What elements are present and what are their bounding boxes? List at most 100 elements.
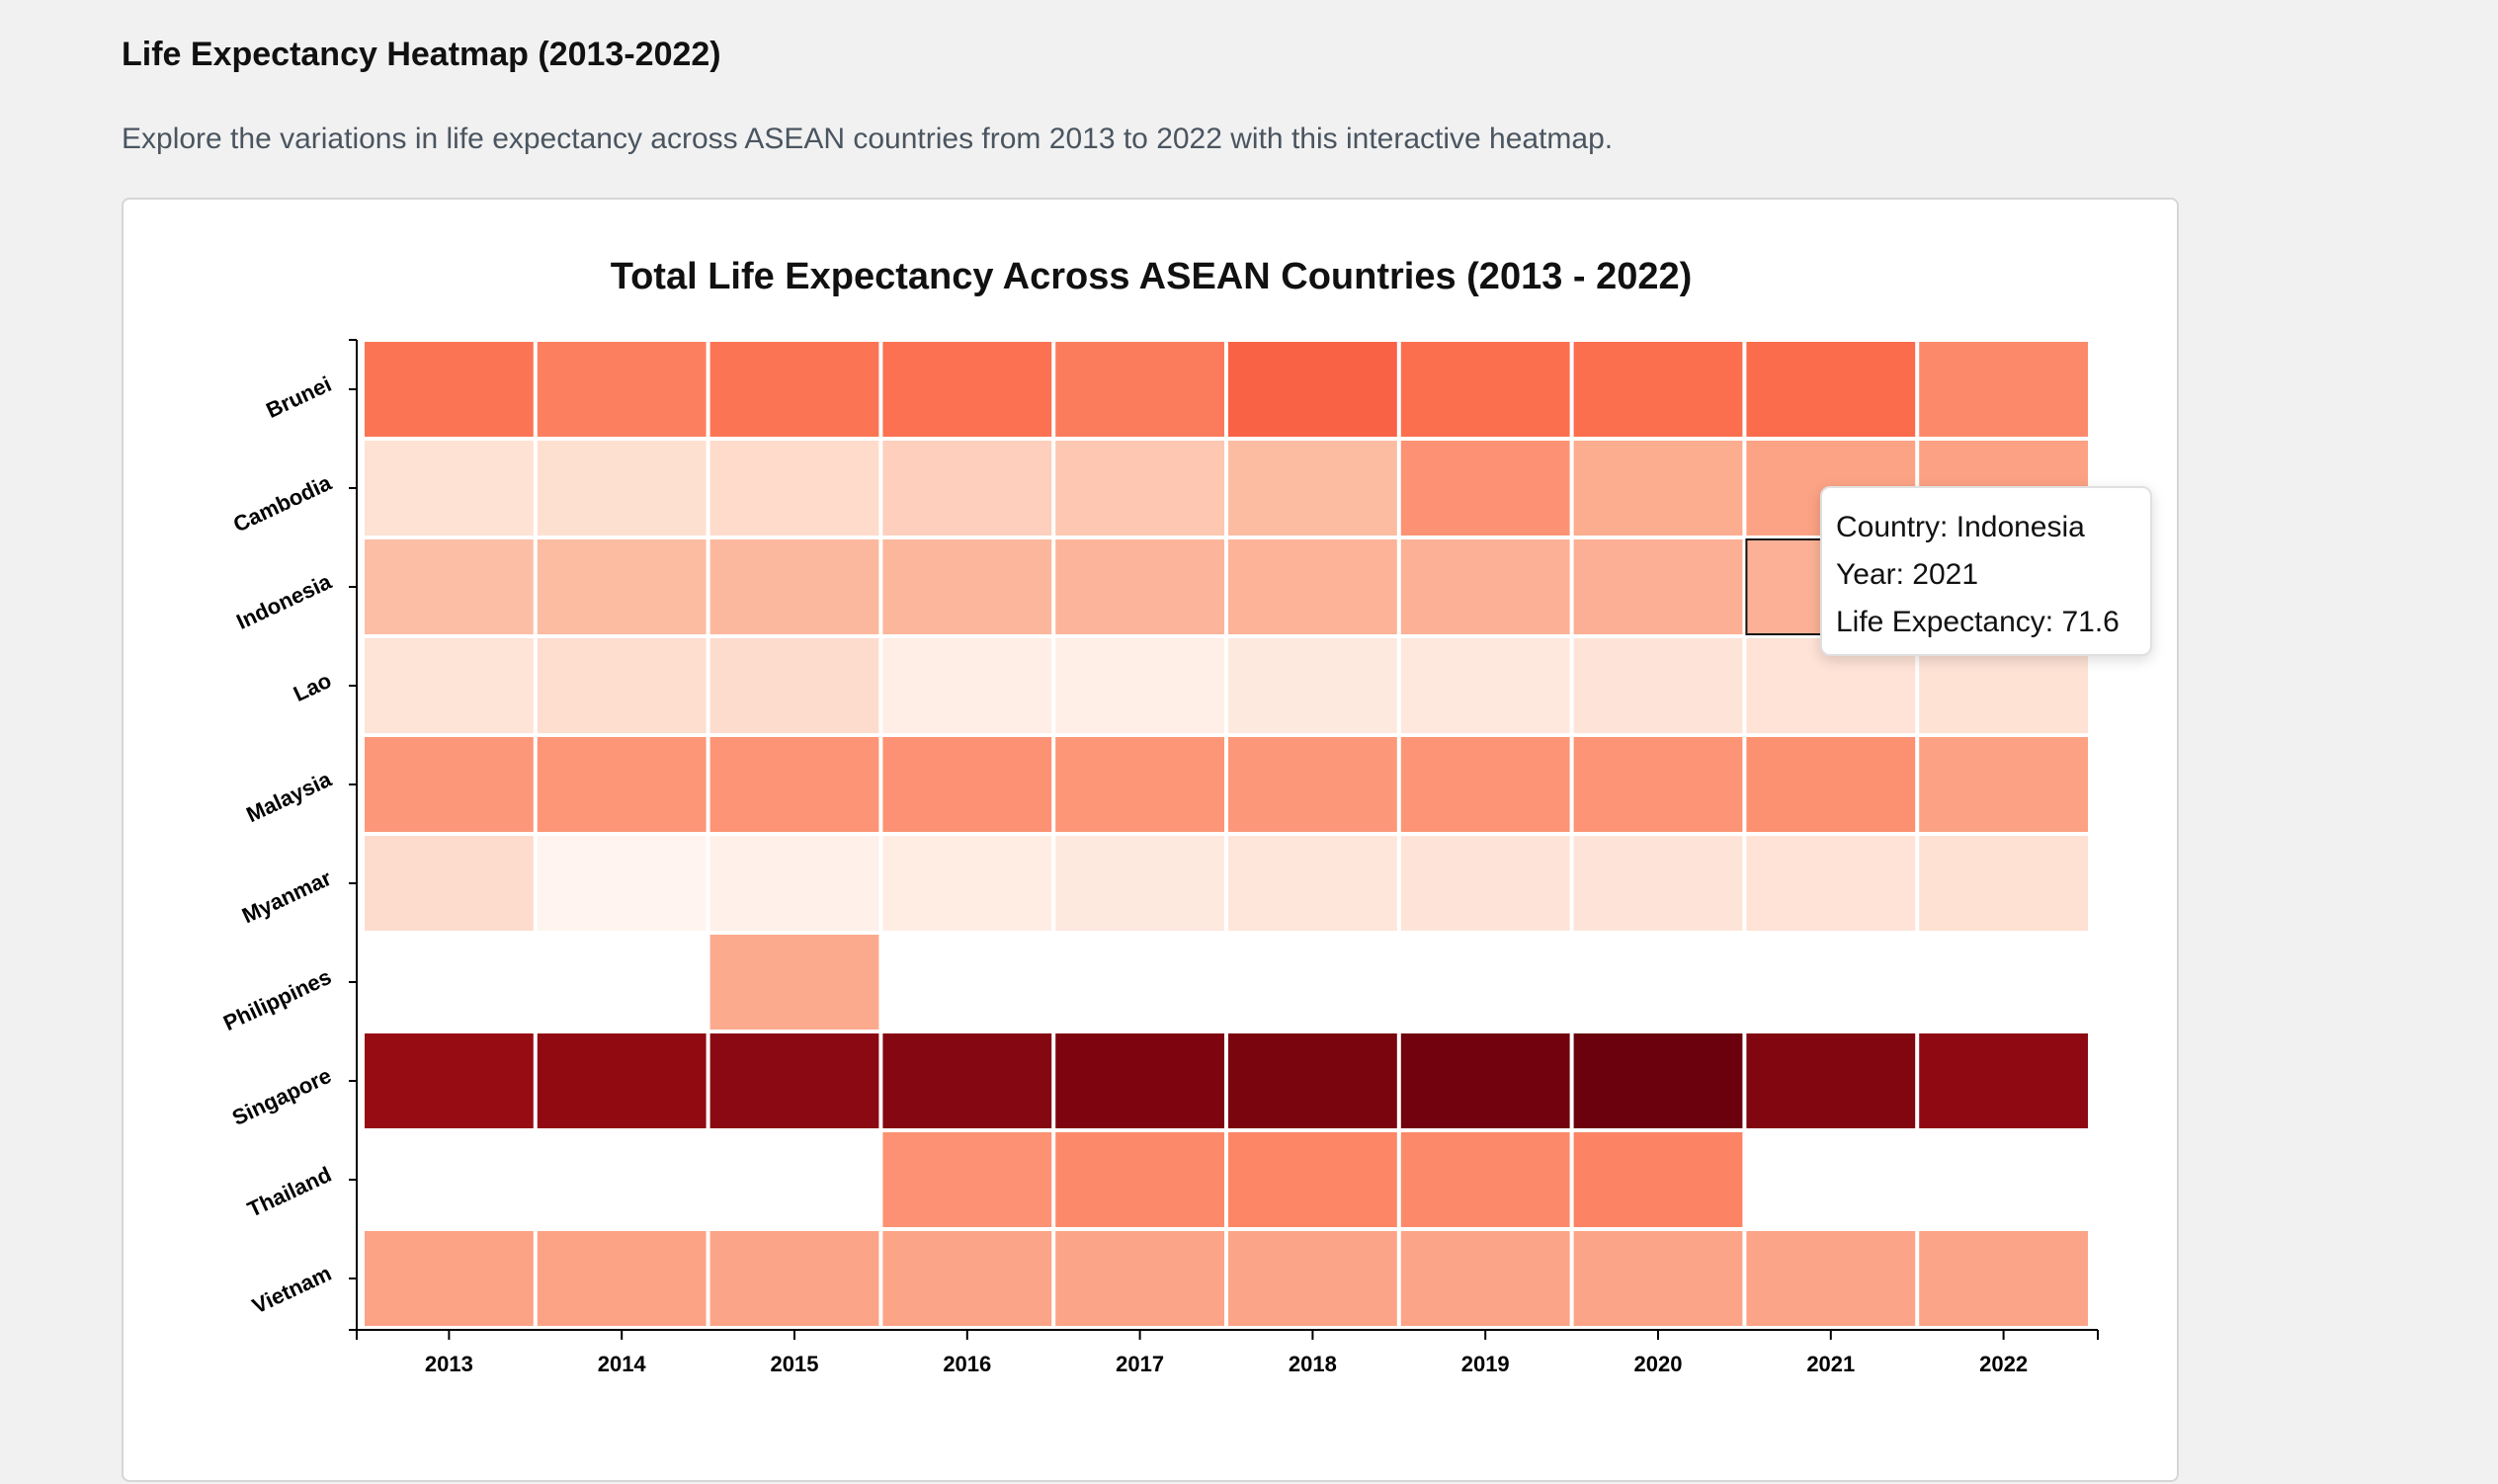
- heatmap-cell-malaysia-2021[interactable]: [1746, 737, 1916, 832]
- heatmap-cell-vietnam-2019[interactable]: [1400, 1231, 1570, 1326]
- heatmap-cell-brunei-2022[interactable]: [1919, 342, 2088, 437]
- heatmap-cell-malaysia-2017[interactable]: [1055, 737, 1224, 832]
- heatmap-cell-malaysia-2019[interactable]: [1400, 737, 1570, 832]
- heatmap-cell-singapore-2018[interactable]: [1228, 1033, 1397, 1128]
- heatmap-cell-singapore-2021[interactable]: [1746, 1033, 1916, 1128]
- x-tick-label: 2020: [1634, 1352, 1683, 1376]
- heatmap-cell-brunei-2017[interactable]: [1055, 342, 1224, 437]
- heatmap-cell-vietnam-2016[interactable]: [882, 1231, 1052, 1326]
- heatmap-cell-vietnam-2013[interactable]: [365, 1231, 534, 1326]
- heatmap-cell-vietnam-2015[interactable]: [709, 1231, 879, 1326]
- heatmap-cell-thailand-2016[interactable]: [882, 1132, 1052, 1227]
- heatmap-cell-lao-2016[interactable]: [882, 638, 1052, 733]
- heatmap-cell-singapore-2020[interactable]: [1573, 1033, 1743, 1128]
- heatmap-cell-singapore-2013[interactable]: [365, 1033, 534, 1128]
- heatmap-cell-singapore-2017[interactable]: [1055, 1033, 1224, 1128]
- heatmap-cell-philippines-2014[interactable]: [537, 935, 707, 1030]
- heatmap-cell-lao-2014[interactable]: [537, 638, 707, 733]
- heatmap-cell-thailand-2019[interactable]: [1400, 1132, 1570, 1227]
- heatmap-cell-malaysia-2022[interactable]: [1919, 737, 2088, 832]
- heatmap-cell-vietnam-2020[interactable]: [1573, 1231, 1743, 1326]
- heatmap-cell-philippines-2017[interactable]: [1055, 935, 1224, 1030]
- heatmap-cell-singapore-2022[interactable]: [1919, 1033, 2088, 1128]
- heatmap-cell-cambodia-2019[interactable]: [1400, 441, 1570, 536]
- heatmap-cell-philippines-2021[interactable]: [1746, 935, 1916, 1030]
- heatmap-cell-myanmar-2014[interactable]: [537, 836, 707, 931]
- heatmap-cell-brunei-2021[interactable]: [1746, 342, 1916, 437]
- heatmap-cell-myanmar-2017[interactable]: [1055, 836, 1224, 931]
- heatmap-cell-philippines-2019[interactable]: [1400, 935, 1570, 1030]
- heatmap-cell-thailand-2022[interactable]: [1919, 1132, 2088, 1227]
- heatmap-cell-brunei-2020[interactable]: [1573, 342, 1743, 437]
- heatmap-cell-malaysia-2015[interactable]: [709, 737, 879, 832]
- heatmap-cell-indonesia-2018[interactable]: [1228, 539, 1397, 634]
- heatmap-cell-thailand-2013[interactable]: [365, 1132, 534, 1227]
- y-tick-label: Vietnam: [248, 1261, 335, 1319]
- heatmap-cell-myanmar-2021[interactable]: [1746, 836, 1916, 931]
- heatmap-cell-thailand-2021[interactable]: [1746, 1132, 1916, 1227]
- heatmap-cell-singapore-2014[interactable]: [537, 1033, 707, 1128]
- heatmap-cell-malaysia-2018[interactable]: [1228, 737, 1397, 832]
- heatmap-cell-philippines-2013[interactable]: [365, 935, 534, 1030]
- heatmap-cell-cambodia-2013[interactable]: [365, 441, 534, 536]
- heatmap-cell-malaysia-2013[interactable]: [365, 737, 534, 832]
- heatmap-cell-brunei-2014[interactable]: [537, 342, 707, 437]
- heatmap-cell-lao-2018[interactable]: [1228, 638, 1397, 733]
- heatmap-cell-indonesia-2019[interactable]: [1400, 539, 1570, 634]
- heatmap-cell-cambodia-2015[interactable]: [709, 441, 879, 536]
- heatmap-cell-philippines-2020[interactable]: [1573, 935, 1743, 1030]
- heatmap-cell-indonesia-2015[interactable]: [709, 539, 879, 634]
- heatmap-cell-cambodia-2020[interactable]: [1573, 441, 1743, 536]
- heatmap-cell-cambodia-2018[interactable]: [1228, 441, 1397, 536]
- x-axis: 2013 2014 2015 2016 2017 2018 2019 2020 2021 2022: [356, 1329, 2099, 1376]
- heatmap-cell-brunei-2018[interactable]: [1228, 342, 1397, 437]
- heatmap-cell-thailand-2020[interactable]: [1573, 1132, 1743, 1227]
- heatmap-cell-myanmar-2016[interactable]: [882, 836, 1052, 931]
- heatmap-cell-thailand-2015[interactable]: [709, 1132, 879, 1227]
- heatmap-cell-brunei-2015[interactable]: [709, 342, 879, 437]
- heatmap-cell-myanmar-2020[interactable]: [1573, 836, 1743, 931]
- heatmap-cell-vietnam-2018[interactable]: [1228, 1231, 1397, 1326]
- heatmap-cell-vietnam-2017[interactable]: [1055, 1231, 1224, 1326]
- heatmap-cell-thailand-2018[interactable]: [1228, 1132, 1397, 1227]
- heatmap-cell-brunei-2013[interactable]: [365, 342, 534, 437]
- heatmap-cell-myanmar-2018[interactable]: [1228, 836, 1397, 931]
- heatmap-cell-lao-2013[interactable]: [365, 638, 534, 733]
- heatmap-cell-indonesia-2020[interactable]: [1573, 539, 1743, 634]
- heatmap-cell-myanmar-2015[interactable]: [709, 836, 879, 931]
- heatmap-cell-lao-2017[interactable]: [1055, 638, 1224, 733]
- heatmap-cell-philippines-2018[interactable]: [1228, 935, 1397, 1030]
- heatmap-cell-philippines-2022[interactable]: [1919, 935, 2088, 1030]
- heatmap-cell-lao-2020[interactable]: [1573, 638, 1743, 733]
- heatmap-cell-cambodia-2016[interactable]: [882, 441, 1052, 536]
- heatmap-cell-thailand-2017[interactable]: [1055, 1132, 1224, 1227]
- heatmap-cell-singapore-2016[interactable]: [882, 1033, 1052, 1128]
- heatmap-cell-philippines-2016[interactable]: [882, 935, 1052, 1030]
- heatmap-cell-lao-2019[interactable]: [1400, 638, 1570, 733]
- heatmap-cell-vietnam-2014[interactable]: [537, 1231, 707, 1326]
- heatmap-cell-lao-2015[interactable]: [709, 638, 879, 733]
- heatmap-cell-thailand-2014[interactable]: [537, 1132, 707, 1227]
- heatmap-cell-malaysia-2020[interactable]: [1573, 737, 1743, 832]
- heatmap-cell-cambodia-2017[interactable]: [1055, 441, 1224, 536]
- heatmap-cell-myanmar-2019[interactable]: [1400, 836, 1570, 931]
- heatmap-cell-vietnam-2022[interactable]: [1919, 1231, 2088, 1326]
- heatmap-cell-indonesia-2013[interactable]: [365, 539, 534, 634]
- heatmap-cell-indonesia-2016[interactable]: [882, 539, 1052, 634]
- y-tick-label: Indonesia: [232, 569, 335, 634]
- heatmap-cell-cambodia-2014[interactable]: [537, 441, 707, 536]
- heatmap-cell-malaysia-2016[interactable]: [882, 737, 1052, 832]
- heatmap-cell-singapore-2019[interactable]: [1400, 1033, 1570, 1128]
- heatmap-cell-malaysia-2014[interactable]: [537, 737, 707, 832]
- heatmap-cell-vietnam-2021[interactable]: [1746, 1231, 1916, 1326]
- heatmap-cell-philippines-2015[interactable]: [709, 935, 879, 1030]
- x-tick-label: 2018: [1289, 1352, 1337, 1376]
- heatmap-cell-myanmar-2013[interactable]: [365, 836, 534, 931]
- chart-title: Total Life Expectancy Across ASEAN Count…: [611, 256, 1693, 297]
- heatmap-cell-brunei-2019[interactable]: [1400, 342, 1570, 437]
- heatmap-cell-singapore-2015[interactable]: [709, 1033, 879, 1128]
- heatmap-cell-indonesia-2014[interactable]: [537, 539, 707, 634]
- heatmap-cell-brunei-2016[interactable]: [882, 342, 1052, 437]
- heatmap-cell-myanmar-2022[interactable]: [1919, 836, 2088, 931]
- heatmap-cell-indonesia-2017[interactable]: [1055, 539, 1224, 634]
